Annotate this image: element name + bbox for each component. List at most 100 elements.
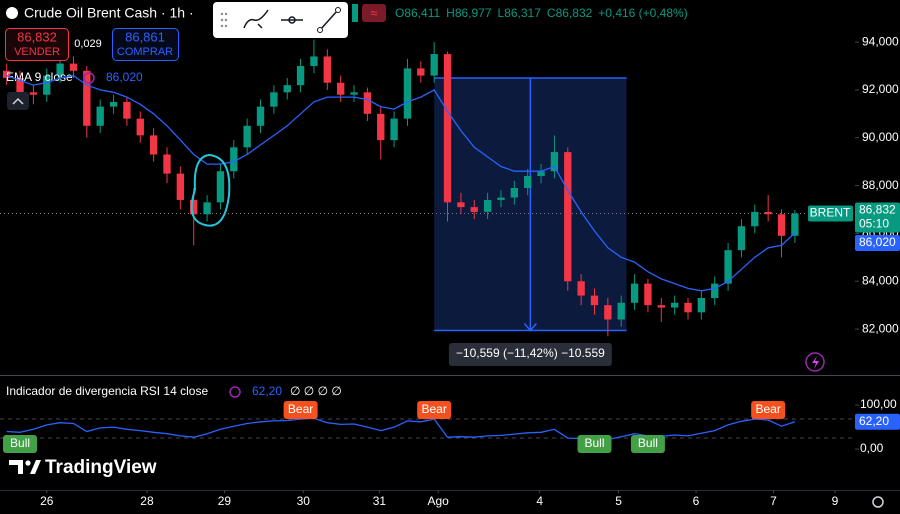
collapse-button[interactable] <box>7 92 29 110</box>
x-tick-label: 4 <box>536 494 543 508</box>
candle-body <box>590 295 599 306</box>
candle-body <box>604 305 612 320</box>
hand-drawn-circle <box>190 153 231 227</box>
candle-body <box>764 211 772 215</box>
candle-body <box>644 283 652 306</box>
candle-body <box>670 302 679 308</box>
candle-body <box>697 297 706 313</box>
symbol-tag <box>808 205 853 222</box>
ohlc-value: H86,977 <box>446 6 492 20</box>
x-tick-label: 30 <box>297 494 311 508</box>
y-tick-label: 88,000 <box>862 178 899 192</box>
ema-tag <box>855 234 900 251</box>
rsi-tag-label: 62,20 <box>859 414 889 428</box>
candle-body <box>617 302 625 320</box>
candle-body <box>724 250 732 284</box>
candle-body <box>29 92 38 95</box>
signal-label: Bull <box>638 436 658 450</box>
candle-body <box>16 77 24 93</box>
candle-body <box>510 187 519 198</box>
trend-tool-end <box>335 7 341 13</box>
y-tick-label: 100,00 <box>860 397 897 411</box>
brush-tool[interactable] <box>243 9 269 29</box>
last-price-tag <box>855 202 900 233</box>
signal-label: Bear <box>755 402 780 416</box>
watermark: TradingView <box>45 457 157 478</box>
candle-body <box>56 63 64 76</box>
candle-body <box>630 283 639 303</box>
rsi-legend: Indicador de divergencia RSI 14 close <box>6 384 208 398</box>
candle-body <box>470 207 478 212</box>
ema-value: 86,020 <box>106 70 143 84</box>
candle-body <box>323 56 331 83</box>
candle-body <box>711 283 719 298</box>
rsi-value: 62,20 <box>252 384 282 398</box>
candle-body <box>417 68 425 76</box>
watermark-logo <box>9 460 41 474</box>
candle-body <box>3 70 11 78</box>
x-tick-label: 6 <box>693 494 700 508</box>
signal-box <box>630 435 665 453</box>
buy-button[interactable] <box>112 28 179 61</box>
candle-body <box>256 106 265 126</box>
trend-tool-end <box>317 27 323 33</box>
rsi-icon[interactable] <box>229 386 241 398</box>
x-tick-label: 9 <box>832 494 839 508</box>
market-status <box>352 4 358 22</box>
candle-body <box>216 171 225 203</box>
signal-box <box>283 401 318 419</box>
candle-body <box>377 113 385 141</box>
trend-tool[interactable] <box>319 9 339 31</box>
ohlc-value: C86,832 <box>547 6 593 20</box>
candle-body <box>136 118 144 136</box>
x-tick-label: 26 <box>40 494 54 508</box>
ema-icon[interactable] <box>83 72 95 84</box>
candle-body <box>363 92 372 114</box>
candle-body <box>483 199 492 212</box>
ohlc-value: L86,317 <box>498 6 542 20</box>
price-pane <box>0 39 855 337</box>
indicator-icon-glyph: ≈ <box>370 5 377 20</box>
candle-body <box>270 92 278 107</box>
x-tick-label: 31 <box>373 494 387 508</box>
candle-body <box>336 82 345 95</box>
candle-body <box>430 54 438 76</box>
sell-button[interactable] <box>5 28 69 61</box>
signal-label: Bear <box>288 402 313 416</box>
candle-body <box>791 213 799 236</box>
candle-body <box>390 118 398 141</box>
measure-label: −10,559 (−11,42%) −10.559 <box>456 346 605 360</box>
symbol-tag-label: BRENT <box>810 206 851 220</box>
signal-box <box>577 435 612 453</box>
candle-body <box>457 202 465 208</box>
alert-button[interactable] <box>805 352 825 372</box>
last-price-label: 86,832 <box>859 203 896 217</box>
candle-body <box>537 171 545 177</box>
candle-body <box>737 226 746 251</box>
candle-body <box>577 281 585 296</box>
candle-body <box>350 92 358 95</box>
y-tick-label: 90,000 <box>862 130 899 144</box>
drag-handle[interactable] <box>220 12 228 28</box>
candle-body <box>524 176 532 188</box>
hline-tool[interactable] <box>281 16 303 24</box>
candle-body <box>163 154 171 174</box>
signal-label: Bull <box>584 436 604 450</box>
signal-label: Bull <box>10 436 30 450</box>
y-tick-label: 94,000 <box>862 34 899 48</box>
indicator-icon[interactable] <box>362 4 386 22</box>
signal-box <box>417 401 452 419</box>
x-tick-label: 5 <box>615 494 622 508</box>
symbol-icon[interactable] <box>6 7 18 19</box>
settings-button[interactable] <box>872 496 884 508</box>
rsi-tag <box>855 413 900 430</box>
spread: 0,029 <box>74 38 102 50</box>
drawing-toolbar <box>213 2 348 38</box>
candle-body <box>283 85 291 93</box>
candle-body <box>751 211 759 227</box>
sell-label: VENDER <box>14 46 60 58</box>
ohlc-value: O86,411 <box>395 6 440 20</box>
y-tick-label: 82,000 <box>862 321 899 335</box>
rsi-extra: ∅ ∅ ∅ ∅ <box>290 384 342 398</box>
x-tick-label: 29 <box>218 494 232 508</box>
